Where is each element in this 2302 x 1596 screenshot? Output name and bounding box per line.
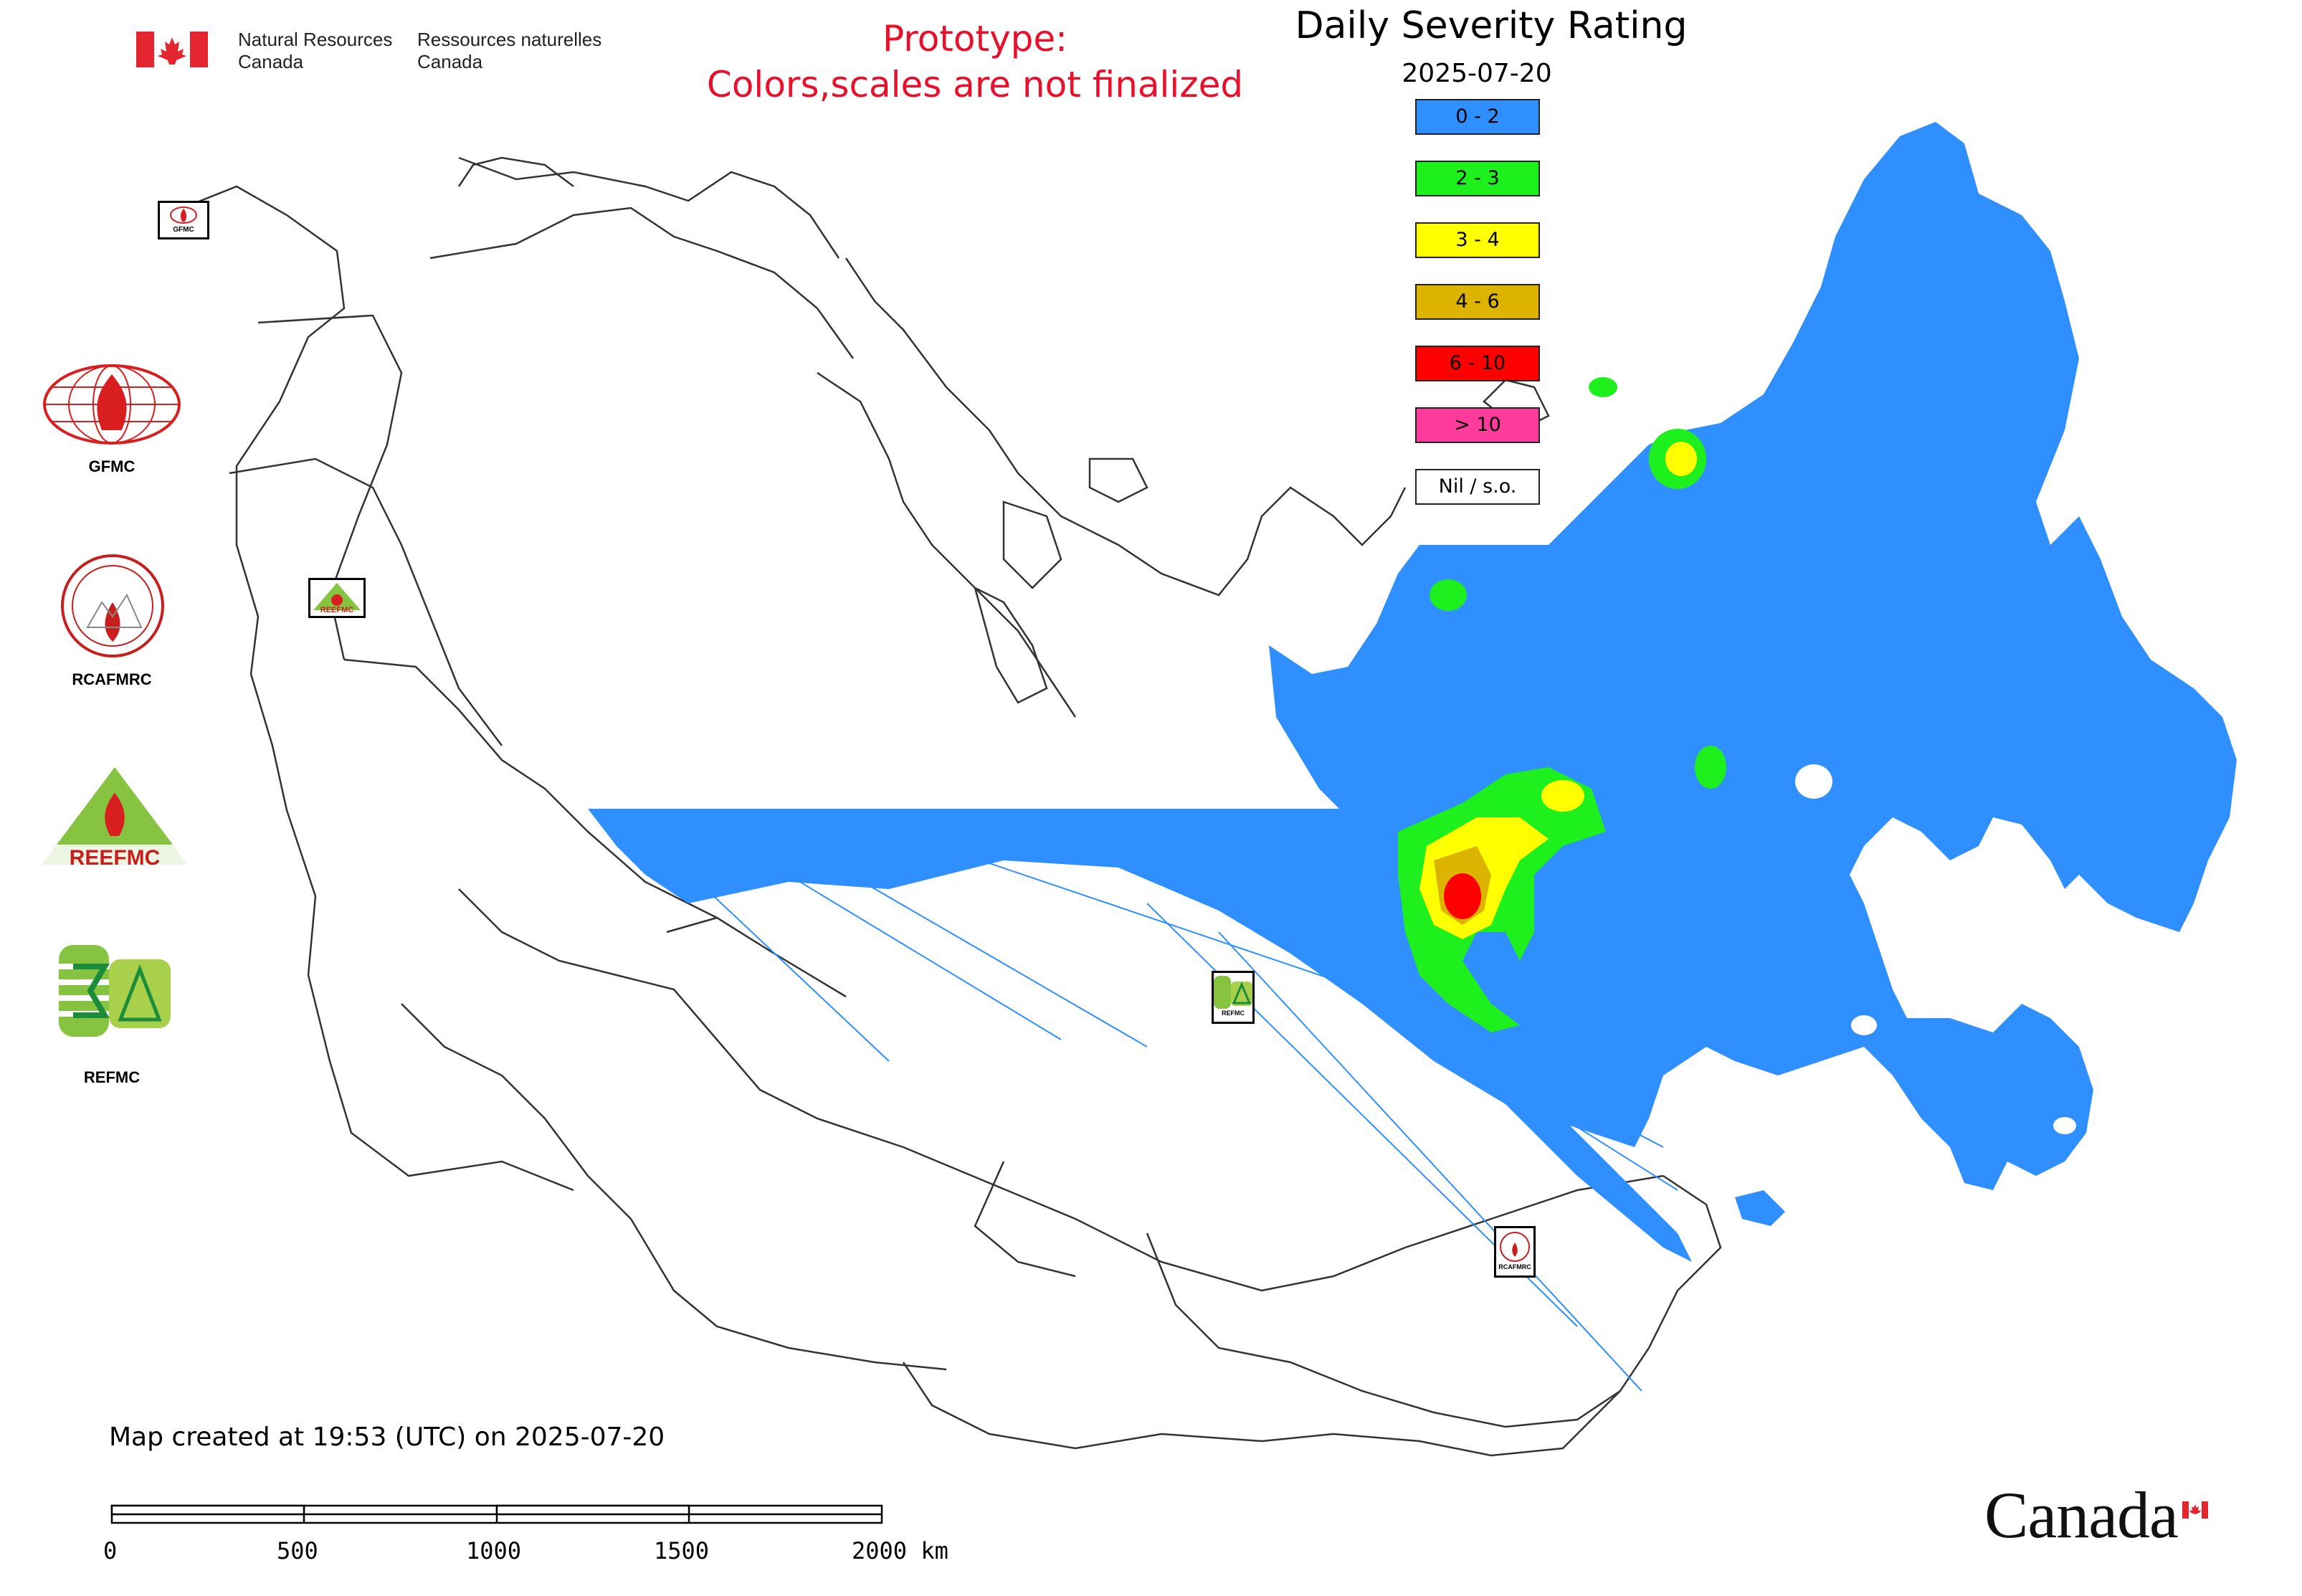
prototype-line1: Prototype: [882,18,1068,60]
scale-label: 2000 km [852,1537,948,1564]
legend-item: 2 - 3 [1415,161,1540,196]
map-created-timestamp: Map created at 19:53 (UTC) on 2025-07-20 [109,1422,665,1452]
legend-item: 4 - 6 [1415,284,1540,320]
scale-label: 0 [103,1537,118,1564]
legend-item: 6 - 10 [1415,346,1540,381]
prototype-line2: Colors,scales are not finalized [706,64,1244,105]
legend-item: Nil / s.o. [1415,469,1540,505]
prototype-notice: Prototype: Colors,scales are not finaliz… [660,16,1290,108]
gfmc-logo-label: GFMC [88,457,135,475]
reefmc-logo-label: REEFMC [69,846,161,870]
map-date: 2025-07-20 [1402,59,1552,88]
agency-name-english: Natural Resources Canada [238,29,393,72]
legend-item: > 10 [1415,407,1540,443]
rcafmrc-logo [59,552,166,660]
agency-name-french: Ressources naturelles Canada [417,29,602,72]
map-marker-rcafmrc[interactable]: RCAFMRC [1494,1226,1536,1278]
scale-label: 1000 [466,1537,522,1564]
reefmc-logo [39,764,191,869]
country-boundaries [164,156,1722,1457]
map-marker-reefmc[interactable]: REEFMC [308,578,366,618]
severity-region-fill [588,122,2237,1392]
refmc-logo-label: REFMC [83,1068,141,1086]
refmc-logo [59,945,172,1037]
gfmc-logo [42,361,182,447]
map-marker-gfmc[interactable]: GFMC [158,201,209,239]
scale-bar [110,1504,883,1524]
legend-item: 3 - 4 [1415,222,1540,258]
canada-wordmark: Canada [1984,1478,2179,1552]
scale-label: 1500 [654,1537,710,1564]
scale-label: 500 [277,1537,318,1564]
rcafmrc-logo-label: RCAFMRC [72,670,152,688]
canada-wordmark-flag-icon [2182,1501,2208,1519]
map-marker-refmc[interactable]: REFMC [1212,971,1255,1024]
legend-item: 0 - 2 [1415,99,1540,135]
map-title: Daily Severity Rating [1295,4,1688,47]
nrcan-flag-icon [136,32,208,67]
